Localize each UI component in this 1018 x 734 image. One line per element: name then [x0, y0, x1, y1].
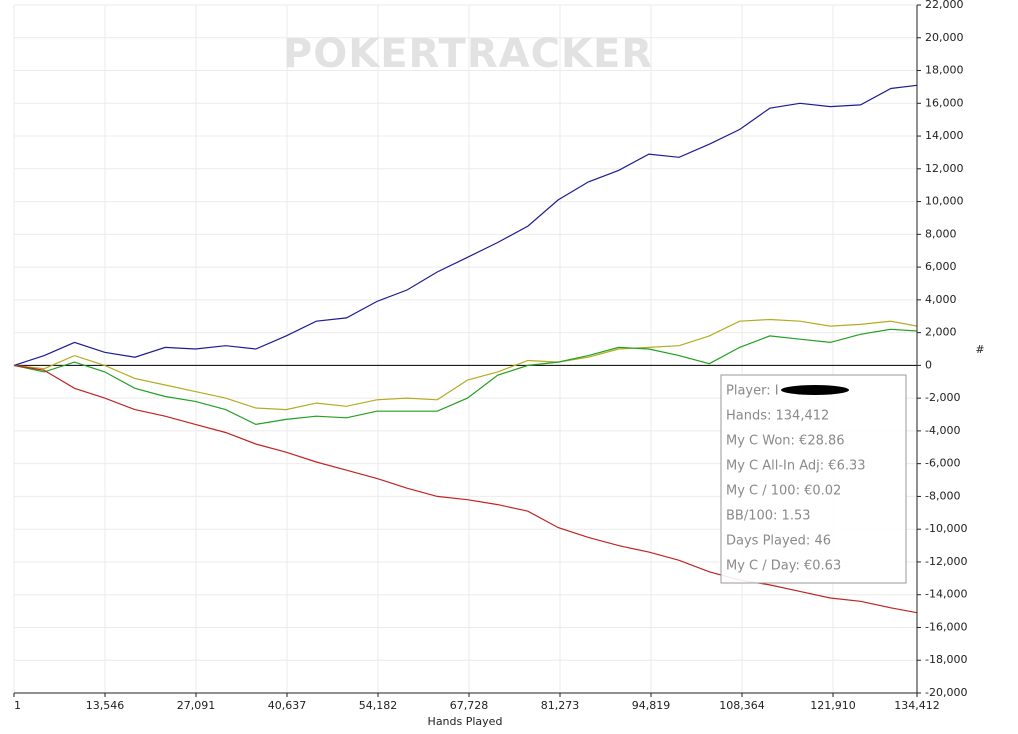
- y-tick-label: -4,000: [925, 424, 960, 437]
- series-line: [13, 318, 918, 411]
- y-tick-label: 2,000: [925, 326, 957, 339]
- x-tick-label: 1: [14, 699, 21, 712]
- x-tick-label: 54,182: [359, 699, 398, 712]
- tooltip-line: My C / Day: €0.63: [726, 559, 841, 574]
- y-tick-label: 4,000: [925, 293, 957, 306]
- y-tick-label: 14,000: [925, 129, 964, 142]
- y-tick-label: 16,000: [925, 96, 964, 109]
- y-tick-label: 12,000: [925, 162, 964, 175]
- y-tick-label: -8,000: [925, 489, 960, 502]
- x-tick-label: 40,637: [268, 699, 307, 712]
- tooltip-line: My C Won: €28.86: [726, 434, 845, 449]
- tooltip-line: Days Played: 46: [726, 534, 831, 549]
- x-tick-label: 67,728: [450, 699, 489, 712]
- tooltip-box: [720, 374, 907, 584]
- series-line: [13, 84, 918, 366]
- tooltip-line: My C All-In Adj: €6.33: [726, 459, 866, 474]
- x-tick-label: 27,091: [177, 699, 216, 712]
- series-line: [13, 328, 918, 426]
- watermark: POKERTRACKER: [283, 31, 653, 77]
- y-tick-label: 18,000: [925, 64, 964, 77]
- x-tick-label: 108,364: [719, 699, 765, 712]
- y-tick-label: 6,000: [925, 260, 957, 273]
- y-tick-label: -6,000: [925, 457, 960, 470]
- y-tick-label: -2,000: [925, 391, 960, 404]
- y-axis-label: #: [975, 343, 984, 356]
- tooltip-line: Player: I: [726, 384, 779, 399]
- y-tick-label: -16,000: [925, 620, 967, 633]
- tooltip-line: BB/100: 1.53: [726, 509, 811, 524]
- x-axis-label: Hands Played: [428, 715, 503, 728]
- x-tick-label: 81,273: [541, 699, 580, 712]
- y-tick-label: -18,000: [925, 653, 967, 666]
- y-tick-label: 8,000: [925, 227, 957, 240]
- x-tick-label: 121,910: [810, 699, 856, 712]
- x-tick-label: 134,412: [894, 699, 940, 712]
- x-tick-label: 94,819: [632, 699, 671, 712]
- y-tick-label: -10,000: [925, 522, 967, 535]
- redaction: [781, 385, 849, 395]
- lines: [13, 84, 918, 614]
- y-tick-label: 20,000: [925, 31, 964, 44]
- tooltip: Player: I Hands: 134,412 My C Won: €28.86 M…: [720, 374, 907, 584]
- tooltip-line: Hands: 134,412: [726, 409, 829, 424]
- y-tick-label: -12,000: [925, 555, 967, 568]
- y-tick-label: 10,000: [925, 195, 964, 208]
- tooltip-line: My C / 100: €0.02: [726, 484, 841, 499]
- y-tick-label: -14,000: [925, 588, 967, 601]
- y-tick-label: -20,000: [925, 686, 967, 699]
- y-tick-label: 0: [925, 358, 932, 371]
- y-tick-label: 22,000: [925, 0, 964, 11]
- x-tick-label: 13,546: [86, 699, 125, 712]
- series-line: [13, 364, 918, 614]
